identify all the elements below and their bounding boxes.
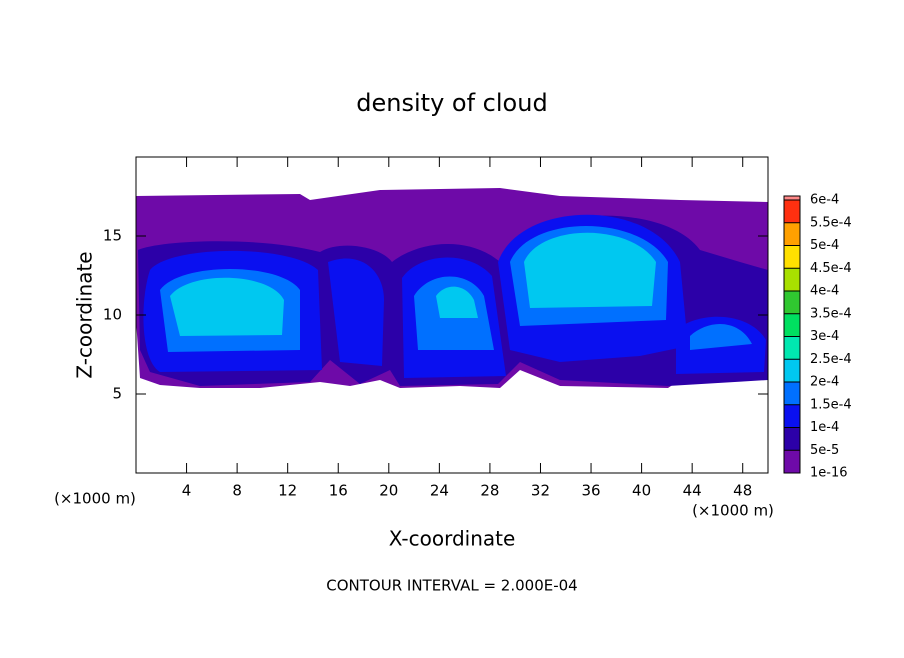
colorbar-label: 5e-4 — [810, 238, 839, 253]
colorbar-label: 4.5e-4 — [810, 261, 852, 276]
x-unit-right: (×1000 m) — [692, 502, 774, 520]
colorbar-swatch — [784, 245, 800, 269]
y-tick-label: 5 — [112, 385, 122, 403]
colorbar-label: 1e-16 — [810, 466, 848, 481]
x-tick-label: 4 — [182, 482, 192, 500]
colorbar-label: 1e-4 — [810, 420, 839, 435]
colorbar-swatch — [784, 268, 800, 291]
colorbar-label: 4e-4 — [810, 284, 839, 299]
colorbar-label: 5.5e-4 — [810, 215, 852, 230]
x-tick-label: 12 — [278, 482, 297, 500]
x-unit-left: (×1000 m) — [54, 490, 136, 508]
colorbar-label: 5e-5 — [810, 443, 839, 458]
colorbar-swatch — [784, 359, 800, 382]
colorbar-label: 3.5e-4 — [810, 306, 852, 321]
colorbar-swatch — [784, 291, 800, 314]
colorbar-label: 6e-4 — [810, 193, 839, 208]
contour-field — [136, 188, 768, 388]
y-tick-label: 10 — [103, 306, 122, 324]
colorbar-swatch — [784, 200, 800, 223]
colorbar-label: 3e-4 — [810, 329, 839, 344]
x-tick-label: 28 — [480, 482, 499, 500]
x-tick-label: 8 — [232, 482, 242, 500]
y-tick-label: 15 — [103, 227, 122, 245]
y-axis-label: Z-coordinate — [73, 251, 97, 378]
colorbar-top-cap — [784, 196, 800, 200]
colorbar-label: 1.5e-4 — [810, 397, 852, 412]
x-tick-label: 40 — [632, 482, 651, 500]
x-tick-label: 32 — [531, 482, 550, 500]
cloud-region — [170, 232, 656, 336]
x-tick-label: 48 — [733, 482, 752, 500]
x-tick-label: 24 — [430, 482, 449, 500]
x-tick-label: 36 — [581, 482, 600, 500]
footer-note: CONTOUR INTERVAL = 2.000E-04 — [326, 577, 577, 595]
x-tick-label: 16 — [329, 482, 348, 500]
x-tick-label: 44 — [683, 482, 702, 500]
x-tick-label: 20 — [379, 482, 398, 500]
colorbar-swatch — [784, 382, 800, 405]
colorbar-swatch — [784, 427, 800, 451]
colorbar-swatch — [784, 336, 800, 360]
colorbar-label: 2.5e-4 — [810, 352, 852, 367]
colorbar-swatch — [784, 404, 800, 428]
x-axis-label: X-coordinate — [389, 527, 516, 551]
colorbar-label: 2e-4 — [810, 375, 839, 390]
colorbar-swatch — [784, 450, 800, 473]
colorbar-swatch — [784, 313, 800, 337]
chart-title: density of cloud — [356, 89, 547, 117]
colorbar-swatch — [784, 222, 800, 246]
